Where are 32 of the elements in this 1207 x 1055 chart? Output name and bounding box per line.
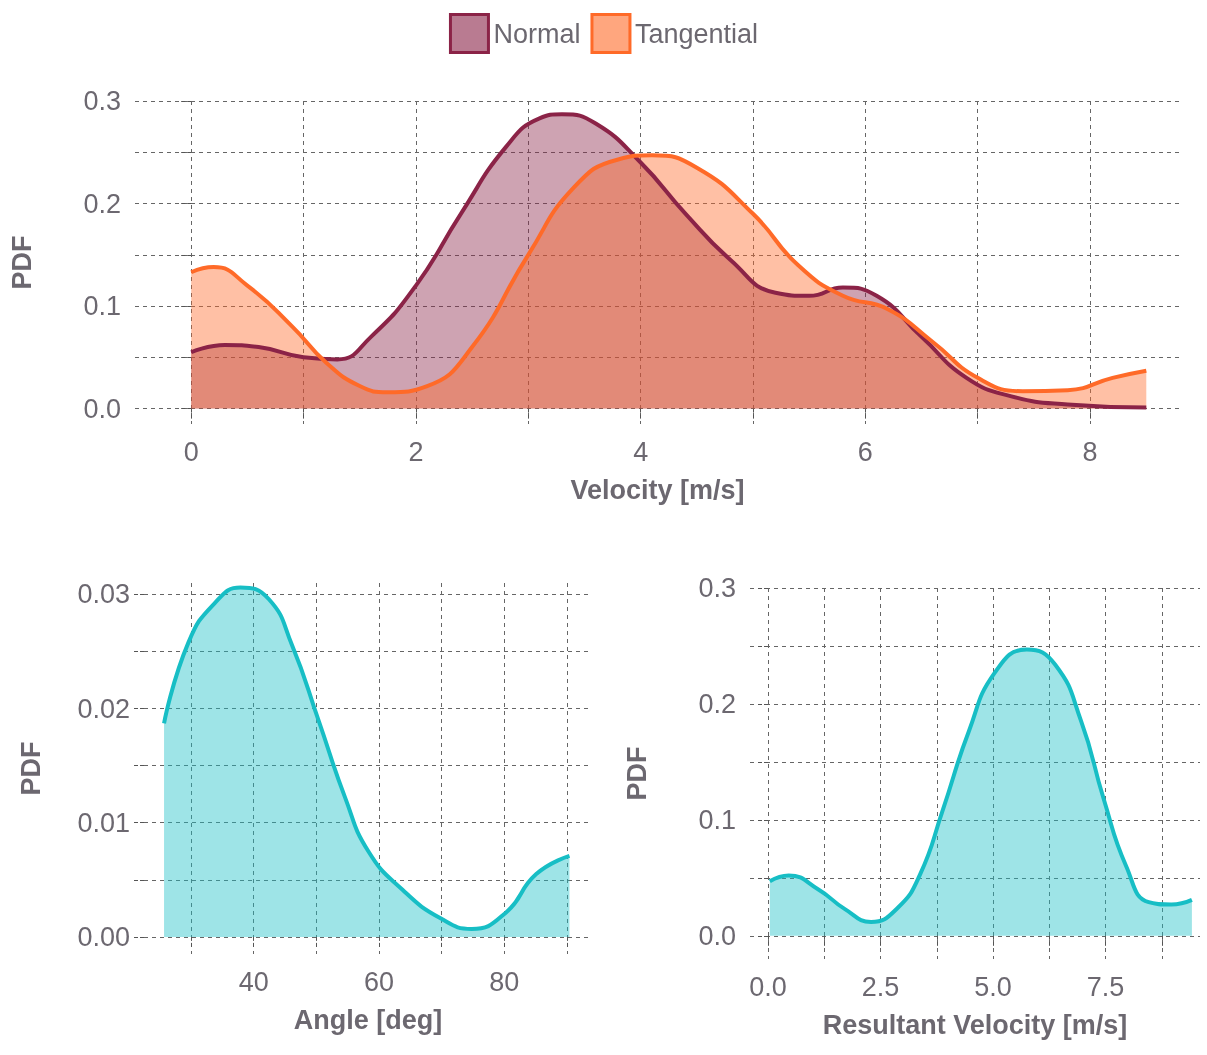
x-tick-label: 8 <box>1082 436 1098 467</box>
y-tick-label: 0.00 <box>77 921 130 952</box>
x-axis-title: Resultant Velocity [m/s] <box>822 1009 1128 1040</box>
y-axis-title: PDF <box>621 746 652 801</box>
y-tick-label: 0.0 <box>83 393 121 424</box>
x-tick-label: 0.0 <box>749 971 787 1002</box>
x-tick-label: 5.0 <box>974 971 1012 1002</box>
x-tick-label: 80 <box>489 966 520 997</box>
x-tick-label: 4 <box>633 436 649 467</box>
y-axis-title: PDF <box>6 235 37 290</box>
y-tick-label: 0.0 <box>698 920 736 951</box>
x-tick-label: 6 <box>857 436 873 467</box>
y-tick-label: 0.02 <box>77 693 130 724</box>
y-tick-label: 0.2 <box>698 688 736 719</box>
legend-label: Normal <box>493 18 581 49</box>
x-tick-label: 0 <box>183 436 199 467</box>
y-tick-label: 0.1 <box>698 804 736 835</box>
x-axis-title: Angle [deg] <box>293 1004 443 1035</box>
legend-label: Tangential <box>634 18 759 49</box>
y-tick-label: 0.03 <box>77 579 130 610</box>
x-tick-label: 60 <box>363 966 394 997</box>
x-axis-title: Velocity [m/s] <box>570 474 745 505</box>
y-tick-label: 0.3 <box>83 86 121 116</box>
y-tick-label: 0.3 <box>698 573 736 603</box>
y-tick-label: 0.01 <box>77 807 130 838</box>
x-tick-label: 7.5 <box>1086 971 1125 1002</box>
y-tick-label: 0.1 <box>83 291 121 322</box>
y-tick-label: 0.2 <box>83 188 121 219</box>
y-axis-title: PDF <box>15 741 46 796</box>
x-tick-label: 2.5 <box>861 971 900 1002</box>
x-tick-label: 40 <box>238 966 269 997</box>
x-tick-label: 2 <box>408 436 424 467</box>
